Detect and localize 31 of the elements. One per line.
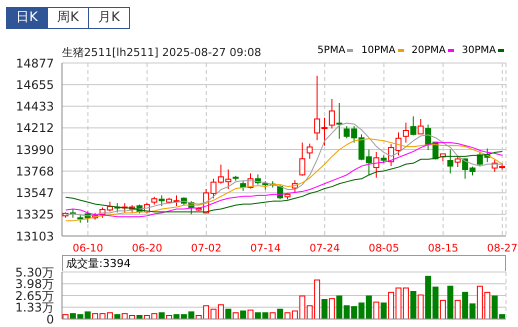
y-tick-label: 14212 <box>16 121 54 136</box>
y-tick-label: 14433 <box>16 100 54 114</box>
legend-label: 10PMA <box>361 45 397 56</box>
legend-label: 20PMA <box>412 45 447 56</box>
y-tick-label: 13990 <box>16 142 54 157</box>
x-tick-label: 07-02 <box>191 242 222 254</box>
y-tick-label: 3.98万 <box>15 276 54 291</box>
chart-title: 成交量:3394 <box>62 255 506 271</box>
y-tick-label: 14877 <box>16 56 54 70</box>
x-tick-label: 06-10 <box>72 242 104 254</box>
y-tick-label: 14655 <box>16 78 54 92</box>
y-tick-label: 13325 <box>16 208 54 222</box>
x-tick-label: 07-24 <box>309 242 340 254</box>
text: 月K <box>88 8 129 28</box>
text: 日K <box>7 8 47 28</box>
y-tick-label: 13768 <box>16 164 54 178</box>
legend-label: 5PMA <box>317 45 346 56</box>
y-tick-label: 2.65万 <box>15 288 54 303</box>
y-tick-label: 0 <box>46 312 54 326</box>
legend-label: 30PMA <box>462 45 497 56</box>
x-tick-label: 08-15 <box>428 242 458 254</box>
chart-title: 生猪2511[lh2511] 2025-08-27 09:08 <box>62 45 262 60</box>
x-tick-label: 06-20 <box>132 242 162 254</box>
y-tick-label: 1.33万 <box>15 300 54 314</box>
x-tick-label: 07-14 <box>250 242 282 254</box>
x-tick-label: 08-05 <box>368 242 400 254</box>
y-tick-label: 13103 <box>16 229 54 244</box>
y-tick-label: 13547 <box>16 186 54 200</box>
x-tick-label: 08-27 <box>487 242 518 254</box>
y-tick-label: 5.30万 <box>15 265 54 280</box>
text: 周K <box>47 8 88 28</box>
